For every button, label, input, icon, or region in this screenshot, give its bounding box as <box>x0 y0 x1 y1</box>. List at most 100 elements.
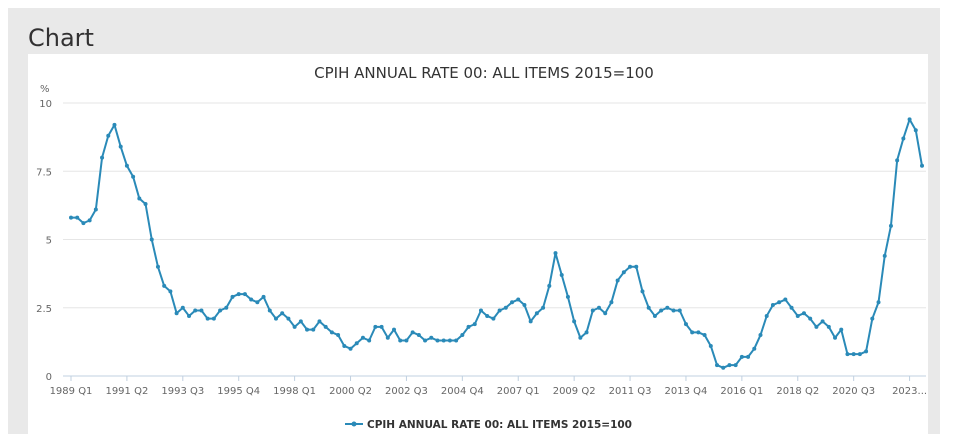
data-point[interactable] <box>286 316 291 321</box>
data-point[interactable] <box>317 319 322 324</box>
data-point[interactable] <box>292 324 297 329</box>
data-point[interactable] <box>833 335 838 340</box>
data-point[interactable] <box>224 305 229 310</box>
data-point[interactable] <box>615 278 620 283</box>
data-point[interactable] <box>112 122 117 127</box>
data-point[interactable] <box>373 324 378 329</box>
data-point[interactable] <box>721 365 726 370</box>
data-point[interactable] <box>162 283 167 288</box>
data-point[interactable] <box>739 354 744 359</box>
data-point[interactable] <box>423 338 428 343</box>
data-point[interactable] <box>472 322 477 327</box>
data-point[interactable] <box>621 270 626 275</box>
data-point[interactable] <box>354 341 359 346</box>
data-point[interactable] <box>677 308 682 313</box>
data-point[interactable] <box>920 163 924 168</box>
data-point[interactable] <box>491 316 496 321</box>
data-point[interactable] <box>764 313 769 318</box>
data-point[interactable] <box>596 305 601 310</box>
data-point[interactable] <box>261 294 266 299</box>
data-point[interactable] <box>100 155 105 160</box>
data-point[interactable] <box>876 300 881 305</box>
data-point[interactable] <box>683 322 688 327</box>
data-point[interactable] <box>447 338 452 343</box>
data-point[interactable] <box>323 324 328 329</box>
data-point[interactable] <box>547 283 552 288</box>
data-point[interactable] <box>634 264 639 269</box>
data-point[interactable] <box>416 333 421 338</box>
data-point[interactable] <box>478 308 483 313</box>
data-point[interactable] <box>249 297 254 302</box>
data-point[interactable] <box>155 264 160 269</box>
data-point[interactable] <box>839 327 844 332</box>
data-point[interactable] <box>857 352 862 357</box>
data-point[interactable] <box>820 319 825 324</box>
data-point[interactable] <box>870 316 875 321</box>
data-point[interactable] <box>193 308 198 313</box>
data-point[interactable] <box>851 352 856 357</box>
data-point[interactable] <box>516 297 521 302</box>
data-point[interactable] <box>211 316 216 321</box>
data-point[interactable] <box>913 128 918 133</box>
data-point[interactable] <box>410 330 415 335</box>
data-point[interactable] <box>708 343 713 348</box>
legend[interactable]: CPIH ANNUAL RATE 00: ALL ITEMS 2015=100 <box>345 419 632 431</box>
data-point[interactable] <box>888 223 893 228</box>
data-point[interactable] <box>696 330 701 335</box>
data-point[interactable] <box>242 292 247 297</box>
data-point[interactable] <box>137 196 142 201</box>
data-point[interactable] <box>329 330 334 335</box>
data-point[interactable] <box>273 316 278 321</box>
data-point[interactable] <box>783 297 788 302</box>
data-point[interactable] <box>311 327 316 332</box>
data-point[interactable] <box>392 327 397 332</box>
data-point[interactable] <box>454 338 459 343</box>
data-point[interactable] <box>559 272 564 277</box>
data-point[interactable] <box>218 308 223 313</box>
data-point[interactable] <box>628 264 633 269</box>
data-point[interactable] <box>93 207 98 212</box>
data-point[interactable] <box>87 218 92 223</box>
data-point[interactable] <box>814 324 819 329</box>
data-point[interactable] <box>640 289 645 294</box>
data-point[interactable] <box>149 237 154 242</box>
data-point[interactable] <box>746 354 751 359</box>
data-point[interactable] <box>826 324 831 329</box>
data-point[interactable] <box>124 163 129 168</box>
data-point[interactable] <box>199 308 204 313</box>
data-point[interactable] <box>441 338 446 343</box>
data-point[interactable] <box>298 319 303 324</box>
data-point[interactable] <box>336 333 341 338</box>
data-point[interactable] <box>435 338 440 343</box>
data-point[interactable] <box>578 335 583 340</box>
data-point[interactable] <box>75 215 80 220</box>
data-point[interactable] <box>808 316 813 321</box>
data-point[interactable] <box>168 289 173 294</box>
data-point[interactable] <box>733 363 738 368</box>
data-point[interactable] <box>143 202 148 207</box>
data-point[interactable] <box>342 343 347 348</box>
data-point[interactable] <box>665 305 670 310</box>
data-point[interactable] <box>497 308 502 313</box>
data-point[interactable] <box>646 305 651 310</box>
data-point[interactable] <box>553 251 558 256</box>
data-point[interactable] <box>895 158 900 163</box>
data-point[interactable] <box>652 313 657 318</box>
data-point[interactable] <box>503 305 508 310</box>
data-point[interactable] <box>541 305 546 310</box>
data-point[interactable] <box>118 144 123 149</box>
data-point[interactable] <box>305 327 310 332</box>
data-point[interactable] <box>522 303 527 308</box>
data-point[interactable] <box>236 292 241 297</box>
data-point[interactable] <box>81 221 86 226</box>
data-point[interactable] <box>882 253 887 258</box>
data-point[interactable] <box>230 294 235 299</box>
data-point[interactable] <box>715 363 720 368</box>
data-point[interactable] <box>659 308 664 313</box>
data-point[interactable] <box>404 338 409 343</box>
data-point[interactable] <box>864 349 869 354</box>
data-point[interactable] <box>528 319 533 324</box>
data-point[interactable] <box>510 300 515 305</box>
data-point[interactable] <box>379 324 384 329</box>
data-point[interactable] <box>348 346 353 351</box>
